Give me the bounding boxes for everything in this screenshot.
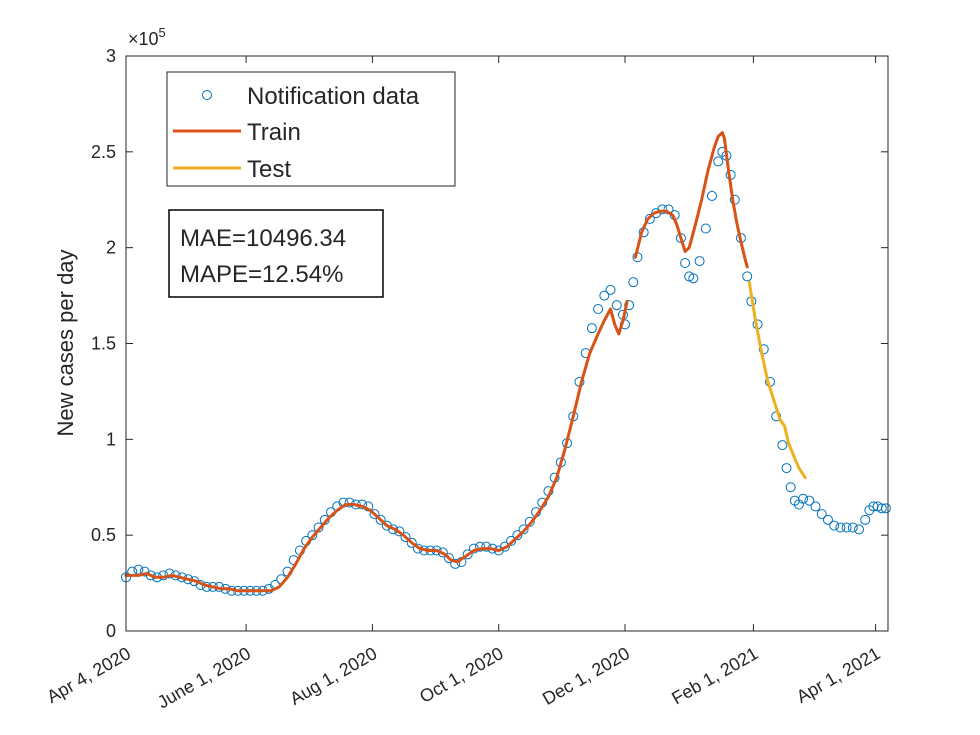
data-point-notification-data xyxy=(854,524,865,535)
data-point-notification-data xyxy=(644,213,655,224)
y-tick-label: 1.5 xyxy=(91,334,116,354)
y-axis-label: New cases per day xyxy=(53,249,78,436)
mae-text: MAE=10496.34 xyxy=(180,225,346,252)
series-line-train xyxy=(124,299,629,593)
series-line-train xyxy=(633,131,749,269)
data-point-notification-data xyxy=(475,541,486,552)
data-point-notification-data xyxy=(599,290,610,301)
data-point-notification-data xyxy=(876,503,887,514)
data-point-notification-data xyxy=(804,495,815,506)
data-point-notification-data xyxy=(145,570,156,581)
data-point-notification-data xyxy=(518,524,529,535)
data-point-notification-data xyxy=(499,541,510,552)
data-point-notification-data xyxy=(657,204,668,215)
data-point-notification-data xyxy=(700,223,711,234)
data-point-notification-data xyxy=(816,509,827,520)
y-tick-label: 0.5 xyxy=(91,525,116,545)
data-point-notification-data xyxy=(758,344,769,355)
y-tick-label: 2 xyxy=(106,238,116,258)
data-point-notification-data xyxy=(605,284,616,295)
y-axis-multiplier: ×105 xyxy=(128,25,166,49)
legend-label-test: Test xyxy=(247,156,291,183)
data-point-notification-data xyxy=(694,256,705,267)
data-point-notification-data xyxy=(164,568,175,579)
data-point-notification-data xyxy=(781,463,792,474)
legend-label-notification: Notification data xyxy=(247,83,420,110)
data-point-notification-data xyxy=(742,271,753,282)
y-tick-label: 0 xyxy=(106,621,116,641)
data-point-notification-data xyxy=(810,501,821,512)
data-point-notification-data xyxy=(369,509,380,520)
metrics-annotation: MAE=10496.34 MAPE=12.54% xyxy=(168,209,384,298)
data-point-notification-data xyxy=(785,482,796,493)
series-line-test xyxy=(747,280,807,480)
data-point-notification-data xyxy=(847,522,858,533)
data-point-notification-data xyxy=(375,514,386,525)
data-point-notification-data xyxy=(506,535,517,546)
metrics-box xyxy=(168,209,384,298)
data-point-notification-data xyxy=(798,493,809,504)
data-point-notification-data xyxy=(462,549,473,560)
series-layer xyxy=(121,131,891,596)
y-tick-label: 1 xyxy=(106,429,116,449)
data-point-notification-data xyxy=(444,553,455,564)
y-tick-label: 2.5 xyxy=(91,142,116,162)
data-point-notification-data xyxy=(624,300,635,311)
data-point-notification-data xyxy=(406,537,417,548)
data-point-notification-data xyxy=(880,503,891,514)
data-point-notification-data xyxy=(841,522,852,533)
data-point-notification-data xyxy=(829,520,840,531)
legend-marker-notification xyxy=(202,90,212,100)
data-point-notification-data xyxy=(628,277,639,288)
data-point-notification-data xyxy=(706,190,717,201)
data-point-notification-data xyxy=(394,526,405,537)
data-point-notification-data xyxy=(713,156,724,167)
y-axis: 0 0.5 1 1.5 2 2.5 3 xyxy=(91,46,888,641)
data-point-notification-data xyxy=(344,497,355,508)
data-point-notification-data xyxy=(611,300,622,311)
data-point-notification-data xyxy=(835,522,846,533)
data-point-notification-data xyxy=(822,514,833,525)
data-point-notification-data xyxy=(688,273,699,284)
data-point-notification-data xyxy=(586,323,597,334)
data-point-notification-data xyxy=(481,541,492,552)
y-tick-label: 3 xyxy=(106,46,116,66)
data-point-notification-data xyxy=(450,558,461,569)
data-point-notification-data xyxy=(680,258,691,268)
data-point-notification-data xyxy=(860,514,871,525)
data-point-notification-data xyxy=(512,530,523,541)
legend-label-train: Train xyxy=(247,119,301,146)
data-point-notification-data xyxy=(593,304,604,314)
legend: Notification data Train Test xyxy=(166,71,456,187)
mape-text: MAPE=12.54% xyxy=(180,261,343,288)
data-point-notification-data xyxy=(777,440,788,451)
data-point-notification-data xyxy=(400,532,411,543)
